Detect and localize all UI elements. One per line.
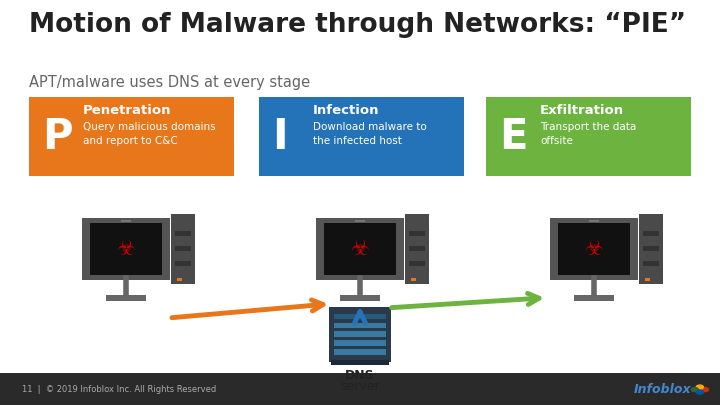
Text: I: I [272,116,288,158]
FancyBboxPatch shape [405,214,429,284]
FancyBboxPatch shape [334,313,386,320]
FancyBboxPatch shape [643,261,660,266]
FancyBboxPatch shape [334,322,386,328]
FancyBboxPatch shape [334,341,386,346]
FancyBboxPatch shape [559,223,629,275]
FancyBboxPatch shape [175,246,192,251]
FancyBboxPatch shape [29,97,234,176]
FancyBboxPatch shape [334,350,386,355]
FancyBboxPatch shape [355,220,365,222]
FancyBboxPatch shape [643,246,660,251]
FancyBboxPatch shape [175,232,192,236]
FancyBboxPatch shape [643,232,660,236]
Text: APT/malware uses DNS at every stage: APT/malware uses DNS at every stage [29,75,310,90]
Circle shape [696,390,703,394]
FancyBboxPatch shape [82,218,171,280]
Text: ☣: ☣ [351,239,369,259]
FancyBboxPatch shape [486,97,691,176]
FancyBboxPatch shape [329,307,391,362]
Text: Transport the data
offsite: Transport the data offsite [540,122,636,145]
Text: ☣: ☣ [117,239,135,259]
Text: Exfiltration: Exfiltration [540,104,624,117]
Text: P: P [42,116,73,158]
Text: E: E [499,116,528,158]
FancyBboxPatch shape [324,223,396,275]
FancyBboxPatch shape [340,295,380,301]
Text: Penetration: Penetration [83,104,171,117]
FancyBboxPatch shape [331,360,389,364]
FancyBboxPatch shape [316,218,405,280]
FancyBboxPatch shape [259,97,464,176]
FancyBboxPatch shape [645,278,650,281]
FancyBboxPatch shape [409,261,426,266]
FancyBboxPatch shape [0,373,720,405]
FancyBboxPatch shape [334,331,386,337]
Text: server: server [340,380,380,393]
FancyBboxPatch shape [171,214,195,284]
Text: DNS: DNS [345,369,375,382]
Circle shape [696,385,703,389]
FancyBboxPatch shape [175,261,192,266]
FancyBboxPatch shape [589,220,599,222]
Text: Infection: Infection [313,104,379,117]
FancyBboxPatch shape [411,278,416,281]
Text: Infoblox: Infoblox [634,383,691,396]
FancyBboxPatch shape [121,220,131,222]
FancyBboxPatch shape [91,223,162,275]
Text: Motion of Malware through Networks: “PIE”: Motion of Malware through Networks: “PIE… [29,12,686,38]
FancyBboxPatch shape [409,246,426,251]
FancyBboxPatch shape [550,218,638,280]
FancyBboxPatch shape [177,278,182,281]
Text: Query malicious domains
and report to C&C: Query malicious domains and report to C&… [83,122,215,145]
FancyBboxPatch shape [409,232,426,236]
Circle shape [691,388,698,392]
Text: 11  |  © 2019 Infoblox Inc. All Rights Reserved: 11 | © 2019 Infoblox Inc. All Rights Res… [22,385,216,394]
Text: Download malware to
the infected host: Download malware to the infected host [313,122,427,145]
FancyBboxPatch shape [575,295,614,301]
Circle shape [701,388,708,392]
Text: ☣: ☣ [585,239,603,259]
FancyBboxPatch shape [639,214,664,284]
FancyBboxPatch shape [107,295,145,301]
